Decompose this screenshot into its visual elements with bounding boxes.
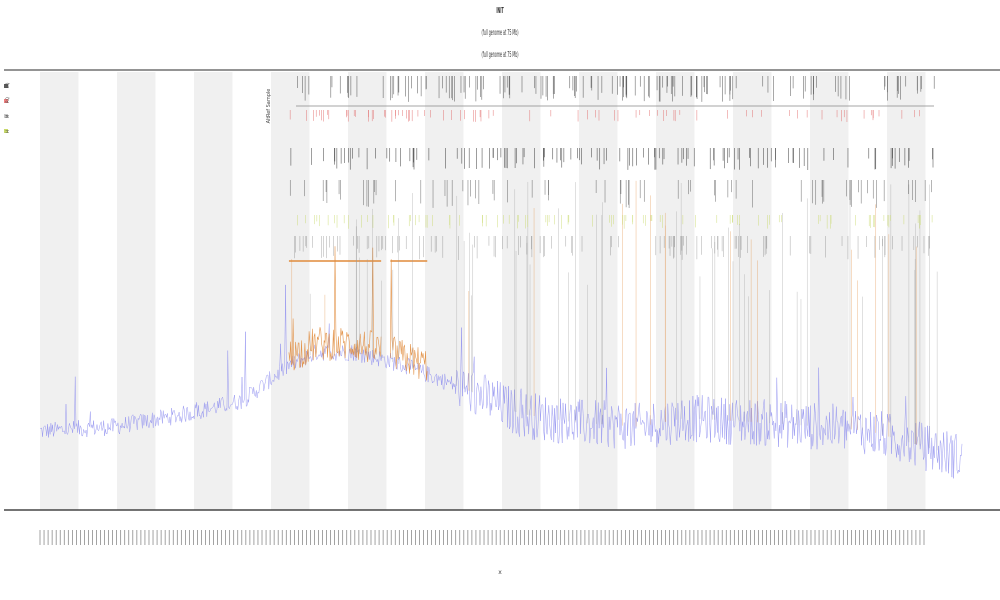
track-label: Ref (266, 109, 272, 117)
legend-swatch (4, 99, 8, 103)
chart-title: INIT (496, 6, 504, 15)
track-label: Alt (266, 117, 272, 124)
legend-label: H (5, 130, 10, 133)
x-axis-label: x (498, 569, 502, 576)
legend-swatch (4, 84, 8, 88)
legend-swatch (4, 114, 8, 118)
background-band (425, 72, 464, 510)
legend-label: M (5, 114, 10, 118)
highlight-line (390, 259, 428, 381)
legend-label: LQ (5, 83, 10, 88)
chart-subtitle-1: (full genome at 75 Mb) (481, 28, 519, 37)
coverage-line (39, 284, 963, 479)
legend-swatch (4, 129, 8, 133)
background-band (117, 72, 156, 510)
background-band (271, 72, 310, 510)
background-band (579, 72, 618, 510)
track-label: Sample (266, 89, 272, 108)
background-band (194, 72, 233, 510)
background-band (887, 72, 926, 510)
background-band (40, 72, 79, 510)
background-band (502, 72, 541, 510)
chart-subtitle-2: (full genome at 75 Mb) (481, 50, 519, 59)
legend-label: RQ (5, 97, 10, 103)
highlight-line (288, 246, 382, 371)
background-band (656, 72, 695, 510)
background-band (810, 72, 849, 510)
